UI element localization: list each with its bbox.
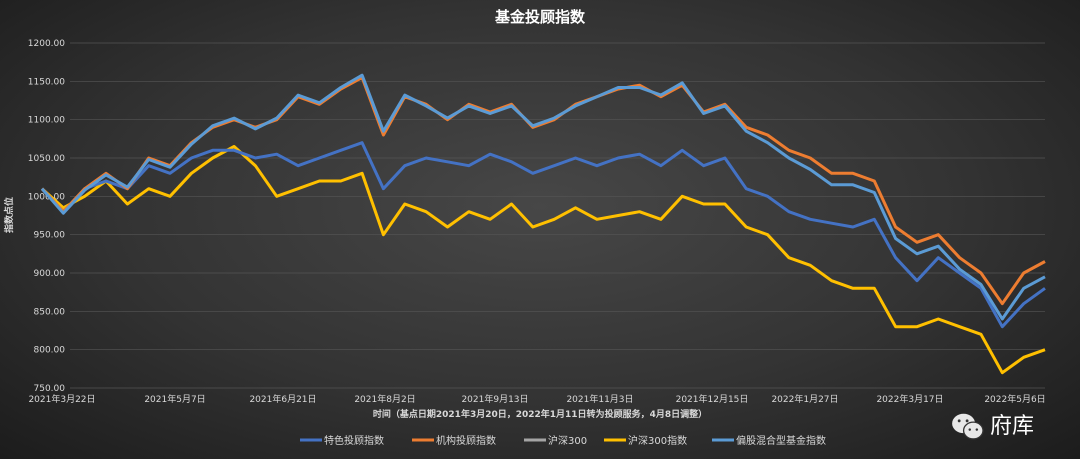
watermark: 府库 — [950, 412, 1034, 442]
x-tick-label: 2021年5月7日 — [144, 393, 205, 405]
legend-entry: 沪深300 — [548, 434, 587, 447]
x-tick-label: 2021年11月3日 — [566, 393, 633, 405]
x-tick-label: 2022年1月27日 — [771, 393, 838, 405]
x-tick-label: 2021年8月2日 — [354, 393, 415, 405]
x-axis-label: 时间（基点日期2021年3月20日，2022年1月11日转为投顾服务，4月8日调… — [373, 408, 707, 420]
x-tick-label: 2021年6月21日 — [249, 393, 316, 405]
legend-entry: 沪深300指数 — [628, 434, 687, 447]
wechat-icon — [952, 413, 984, 440]
y-tick-label: 750.00 — [34, 384, 66, 394]
legend-entry: 特色投顾指数 — [324, 434, 384, 447]
x-tick-label: 2021年9月13日 — [461, 393, 528, 405]
y-tick-label: 850.00 — [34, 307, 66, 317]
x-tick-label: 2021年12月15日 — [676, 393, 749, 405]
y-axis-label: 指数点位 — [3, 197, 15, 233]
y-tick-label: 1050.00 — [28, 154, 65, 164]
y-tick-label: 950.00 — [34, 231, 66, 241]
chart-title: 基金投顾指数 — [494, 8, 586, 26]
y-tick-label: 1200.00 — [28, 39, 65, 49]
x-tick-label: 2022年3月17日 — [876, 393, 943, 405]
x-tick-label: 2021年3月22日 — [28, 393, 95, 405]
y-tick-label: 1000.00 — [28, 192, 65, 202]
series-line-1 — [40, 76, 1046, 306]
series-line-0 — [40, 141, 1046, 329]
legend-entry: 机构投顾指数 — [436, 434, 496, 447]
x-tick-label: 2022年5月6日 — [984, 393, 1045, 405]
y-tick-label: 900.00 — [34, 269, 66, 279]
legend-entry: 偏股混合型基金指数 — [736, 434, 826, 447]
y-tick-label: 1150.00 — [28, 77, 65, 87]
y-tick-label: 800.00 — [34, 346, 66, 356]
y-tick-label: 1100.00 — [28, 116, 65, 126]
series-line-4 — [40, 73, 1046, 321]
series-line-3 — [40, 145, 1046, 375]
watermark-text: 府库 — [990, 414, 1035, 439]
